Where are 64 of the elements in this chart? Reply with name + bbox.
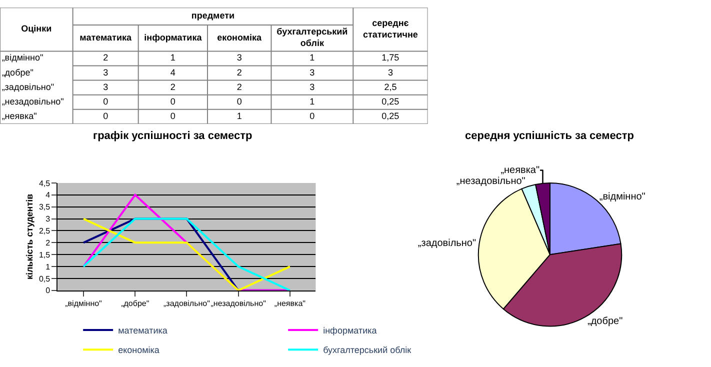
x-tick-label: „задовільно" xyxy=(163,299,210,308)
text: 0 xyxy=(170,96,176,106)
category-label: економіка xyxy=(217,32,263,42)
legend-label: економіка xyxy=(118,345,160,356)
text: 2 xyxy=(170,82,176,92)
text: 1 xyxy=(170,52,176,63)
category-label: „відмінно" xyxy=(2,52,44,63)
x-tick-label: „відмінно" xyxy=(65,299,102,308)
slice-label: „задовільно" xyxy=(418,238,476,250)
legend-label: бухгалтерський облік xyxy=(323,345,412,356)
category-label: „задовільно" xyxy=(2,82,54,92)
text: 3 xyxy=(310,67,315,78)
y-axis-title: кількість студентів xyxy=(24,193,34,280)
text: 1,75 xyxy=(382,52,400,63)
text: предмети xyxy=(191,10,235,21)
y-tick-label: 1,5 xyxy=(38,250,51,260)
text: 3 xyxy=(388,67,393,78)
text: 2 xyxy=(236,82,242,92)
y-tick-label: 3 xyxy=(46,214,51,224)
text: 1 xyxy=(310,96,315,106)
category-label: середнє статистичне xyxy=(362,18,418,40)
slice-label: „добре" xyxy=(588,316,624,327)
legend-label: математика xyxy=(118,325,168,336)
text: 1 xyxy=(236,110,242,121)
y-tick-label: 2 xyxy=(46,238,51,248)
chart-title: середня успішність за семестр xyxy=(465,130,634,142)
y-tick-label: 4 xyxy=(46,190,51,200)
category-label: інформатика xyxy=(144,32,203,42)
text: 2 xyxy=(236,67,242,78)
text: 1 xyxy=(310,52,315,63)
text: 0 xyxy=(103,96,108,106)
text: 0 xyxy=(236,96,242,106)
y-tick-label: 2,5 xyxy=(38,226,51,236)
category-label: математика xyxy=(80,32,132,42)
y-tick-label: 1 xyxy=(46,262,51,272)
legend-label: інформатика xyxy=(323,325,377,336)
text: 2,5 xyxy=(384,82,397,92)
text: 0 xyxy=(310,110,315,121)
text: Оцінки xyxy=(21,24,52,34)
text: 3 xyxy=(236,52,242,63)
text: 0,25 xyxy=(382,96,400,106)
text: 3 xyxy=(103,82,108,92)
text: 4 xyxy=(170,67,176,78)
y-tick-label: 0,5 xyxy=(38,274,51,284)
category-label: „добре" xyxy=(2,67,34,78)
slice-label: „відмінно" xyxy=(599,192,646,203)
text: 0 xyxy=(103,110,108,121)
y-tick-label: 4,5 xyxy=(38,178,51,188)
text: 3 xyxy=(310,82,315,92)
slice-label: „незадовільно" xyxy=(456,176,526,187)
category-label: „неявка" xyxy=(2,110,37,121)
x-tick-label: „добре" xyxy=(121,299,150,308)
x-tick-label: „неявка" xyxy=(274,299,306,308)
chart-title: графік успішності за семестр xyxy=(93,130,253,142)
text: 0,25 xyxy=(382,110,400,121)
category-label: „незадовільно" xyxy=(2,96,64,106)
y-tick-label: 3,5 xyxy=(38,202,51,212)
text: 3 xyxy=(103,67,108,78)
x-tick-label: „незадовільно" xyxy=(210,299,266,308)
category-label: бухгалтерський облік xyxy=(276,26,348,48)
text: 0 xyxy=(170,110,176,121)
text: 2 xyxy=(103,52,108,63)
slice-label: „неявка" xyxy=(500,164,540,176)
y-tick-label: 0 xyxy=(46,286,51,296)
